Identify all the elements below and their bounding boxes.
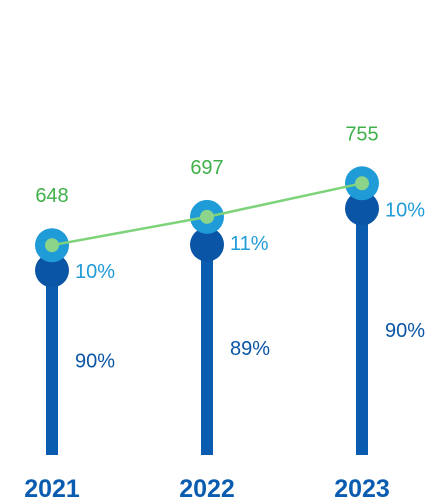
- total-label-2022: 697: [190, 157, 223, 179]
- category-label-2022: 2022: [179, 475, 235, 503]
- secondary-pct-label-2023: 10%: [385, 199, 425, 221]
- total-label-2023: 755: [345, 123, 378, 145]
- secondary-pct-label-2022: 11%: [230, 233, 269, 255]
- primary-marker-2023: [345, 191, 379, 226]
- secondary-pct-label-2021: 10%: [75, 261, 115, 283]
- total-label-2021: 648: [35, 185, 68, 207]
- total-point-2022: [200, 209, 214, 224]
- category-label-2023: 2023: [334, 475, 390, 503]
- total-point-2023: [355, 176, 369, 191]
- category-label-2021: 2021: [24, 475, 80, 503]
- total-point-2021: [45, 238, 59, 253]
- primary-marker-2022: [190, 227, 224, 262]
- primary-pct-label-2023: 90%: [385, 320, 425, 342]
- primary-pct-label-2021: 90%: [75, 351, 115, 373]
- primary-pct-label-2022: 89%: [230, 338, 270, 360]
- primary-marker-2021: [35, 253, 69, 288]
